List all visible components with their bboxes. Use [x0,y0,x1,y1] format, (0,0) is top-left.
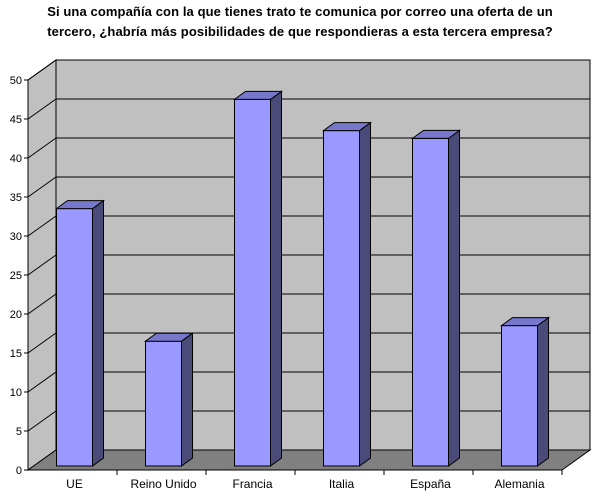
gridline-side [27,254,57,276]
bar-front [501,325,538,467]
y-tick-label: 5 [16,426,22,438]
y-tick-label: 35 [10,192,22,204]
x-tick-label: Alemania [494,477,544,491]
y-tick-label: 15 [10,348,22,360]
y-tick-label: 20 [10,309,22,321]
bar-top [499,317,551,327]
bar-top [410,129,462,139]
bar-front [412,137,449,467]
bar-side [448,129,460,467]
y-tick-label: 45 [10,114,22,126]
axis-labels: 0 5 10 15 20 25 30 35 40 45 50 UE Reino Unido Francia… [10,75,545,491]
bar-front [323,130,360,467]
bar [321,121,373,467]
bar [54,199,106,467]
y-tick-label: 0 [16,465,22,477]
gridline-side [27,137,57,159]
bar [499,316,551,467]
x-tick-label: Francia [232,477,272,491]
gridline-side [27,371,57,393]
bar-top [54,200,106,210]
gridline-side [27,98,57,120]
gridline-side [27,59,57,81]
gridline-side [27,332,57,354]
bar-top [143,332,195,342]
bar-side [92,199,104,467]
bar-front [234,98,271,467]
bar-front [145,340,182,467]
bar-front [56,208,93,467]
bar-top [232,90,284,100]
x-tick-label: Reino Unido [130,477,196,491]
bar-top [321,122,373,132]
x-tick-label: Italia [329,477,355,491]
y-tick-label: 40 [10,153,22,165]
y-tick-label: 25 [10,270,22,282]
bar-side [181,332,193,467]
chart-title: Si una compañía con la que tienes trato … [0,2,600,42]
x-tick-label: España [410,477,451,491]
gridline-side [27,176,57,198]
gridline-side [27,215,57,237]
bar-side [359,121,371,467]
chart-title-line-2: tercero, ¿habría más posibilidades de qu… [47,24,553,39]
bar [410,129,462,467]
gridline-side [27,293,57,315]
bars [54,90,551,467]
y-tick-label: 30 [10,231,22,243]
y-tick-label: 50 [10,75,22,87]
x-tick-label: UE [66,477,83,491]
bar [232,90,284,467]
axes [24,79,563,475]
chart-title-line-1: Si una compañía con la que tienes trato … [47,4,553,19]
bar [143,332,195,467]
bar-side [537,316,549,467]
bar-side [270,90,282,467]
y-tick-label: 10 [10,387,22,399]
gridline-side [27,410,57,432]
